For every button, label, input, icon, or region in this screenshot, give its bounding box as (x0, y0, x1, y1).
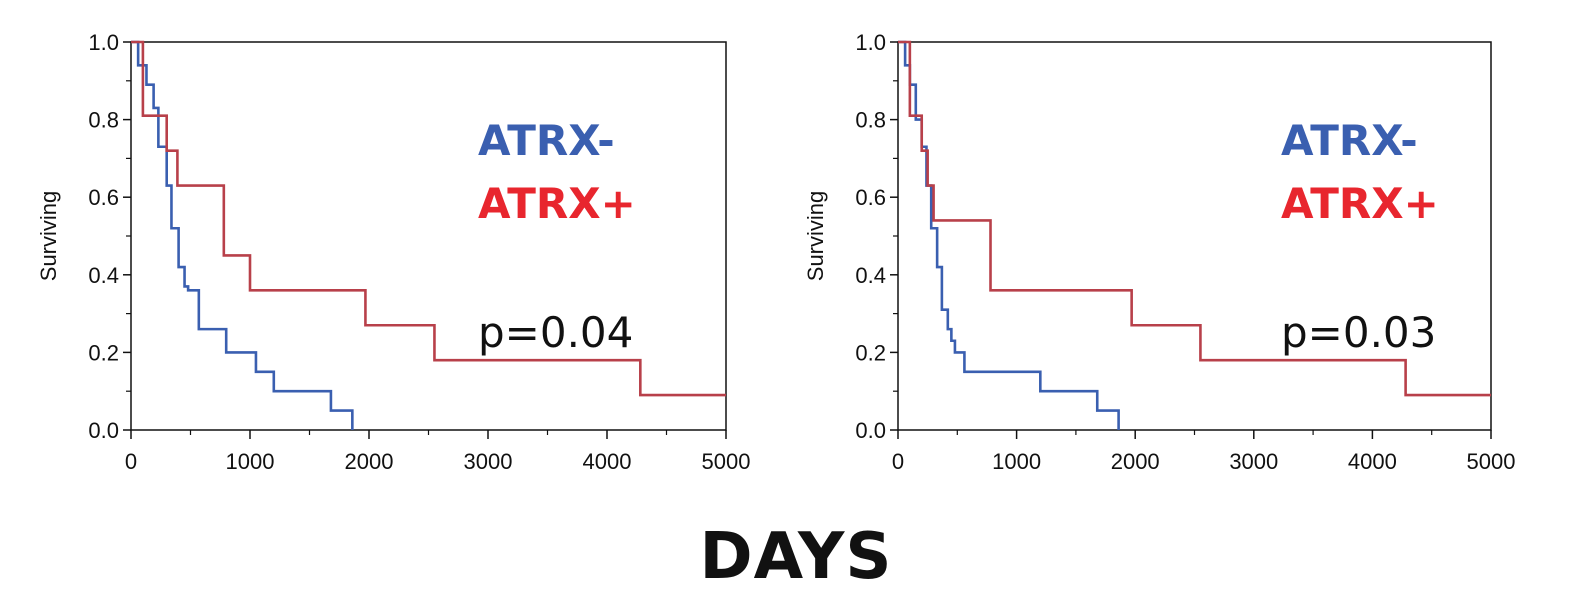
panel-2-p-value: p=0.03 (1281, 308, 1436, 357)
panel-1-y-tick-label: 1.0 (88, 30, 119, 55)
panel-1-atrx-neg-survival-curve (131, 40, 354, 430)
panel-1-legend-atrx-pos: ATRX+ (478, 179, 636, 228)
panel-1-y-axis-label: Surviving (36, 191, 61, 281)
panel-2-atrx-pos-survival-curve (898, 40, 1491, 397)
panel-2-y-tick-label: 0.4 (855, 263, 886, 288)
panel-2-y-axis-label: Surviving (803, 191, 828, 281)
panel-2-legend-atrx-neg: ATRX- (1281, 116, 1418, 165)
panel-2-y-tick-label: 1.0 (855, 30, 886, 55)
panel-2-x-tick-label: 2000 (1111, 449, 1160, 474)
panel-1-x-tick-label: 5000 (702, 449, 751, 474)
panel-1-y-tick-label: 0.0 (88, 418, 119, 443)
panel-1-p-value: p=0.04 (478, 308, 633, 357)
panel-1-x-tick-label: 0 (125, 449, 137, 474)
panel-1-x-tick-label: 2000 (345, 449, 394, 474)
panel-2-legend-atrx-pos: ATRX+ (1281, 179, 1439, 228)
panel-1-x-tick-label: 4000 (583, 449, 632, 474)
panel-1-x-tick-label: 3000 (464, 449, 513, 474)
panel-1-y-tick-label: 0.4 (88, 263, 119, 288)
panel-1-atrx-pos-survival-curve (131, 40, 726, 397)
panel-2-y-tick-label: 0.8 (855, 108, 886, 133)
panel-1-x-tick-label: 1000 (226, 449, 275, 474)
panel-2-x-tick-label: 3000 (1229, 449, 1278, 474)
panel-2-y-tick-label: 0.2 (855, 340, 886, 365)
panel-1-plot-frame (130, 41, 727, 431)
panel-2-x-tick-label: 4000 (1348, 449, 1397, 474)
panel-1-y-tick-label: 0.8 (88, 108, 119, 133)
panel-2-x-tick-label: 0 (892, 449, 904, 474)
panel-2-y-tick-label: 0.0 (855, 418, 886, 443)
shared-x-axis-label: DAYS (699, 520, 893, 594)
panel-2-y-tick-label: 0.6 (855, 185, 886, 210)
panel-2-x-tick-label: 1000 (992, 449, 1041, 474)
panel-2-atrx-neg-survival-curve (898, 40, 1120, 430)
panel-1-legend-atrx-neg: ATRX- (478, 116, 615, 165)
panel-1-y-tick-label: 0.2 (88, 340, 119, 365)
panel-1-y-tick-label: 0.6 (88, 185, 119, 210)
panel-2-x-tick-label: 5000 (1467, 449, 1516, 474)
